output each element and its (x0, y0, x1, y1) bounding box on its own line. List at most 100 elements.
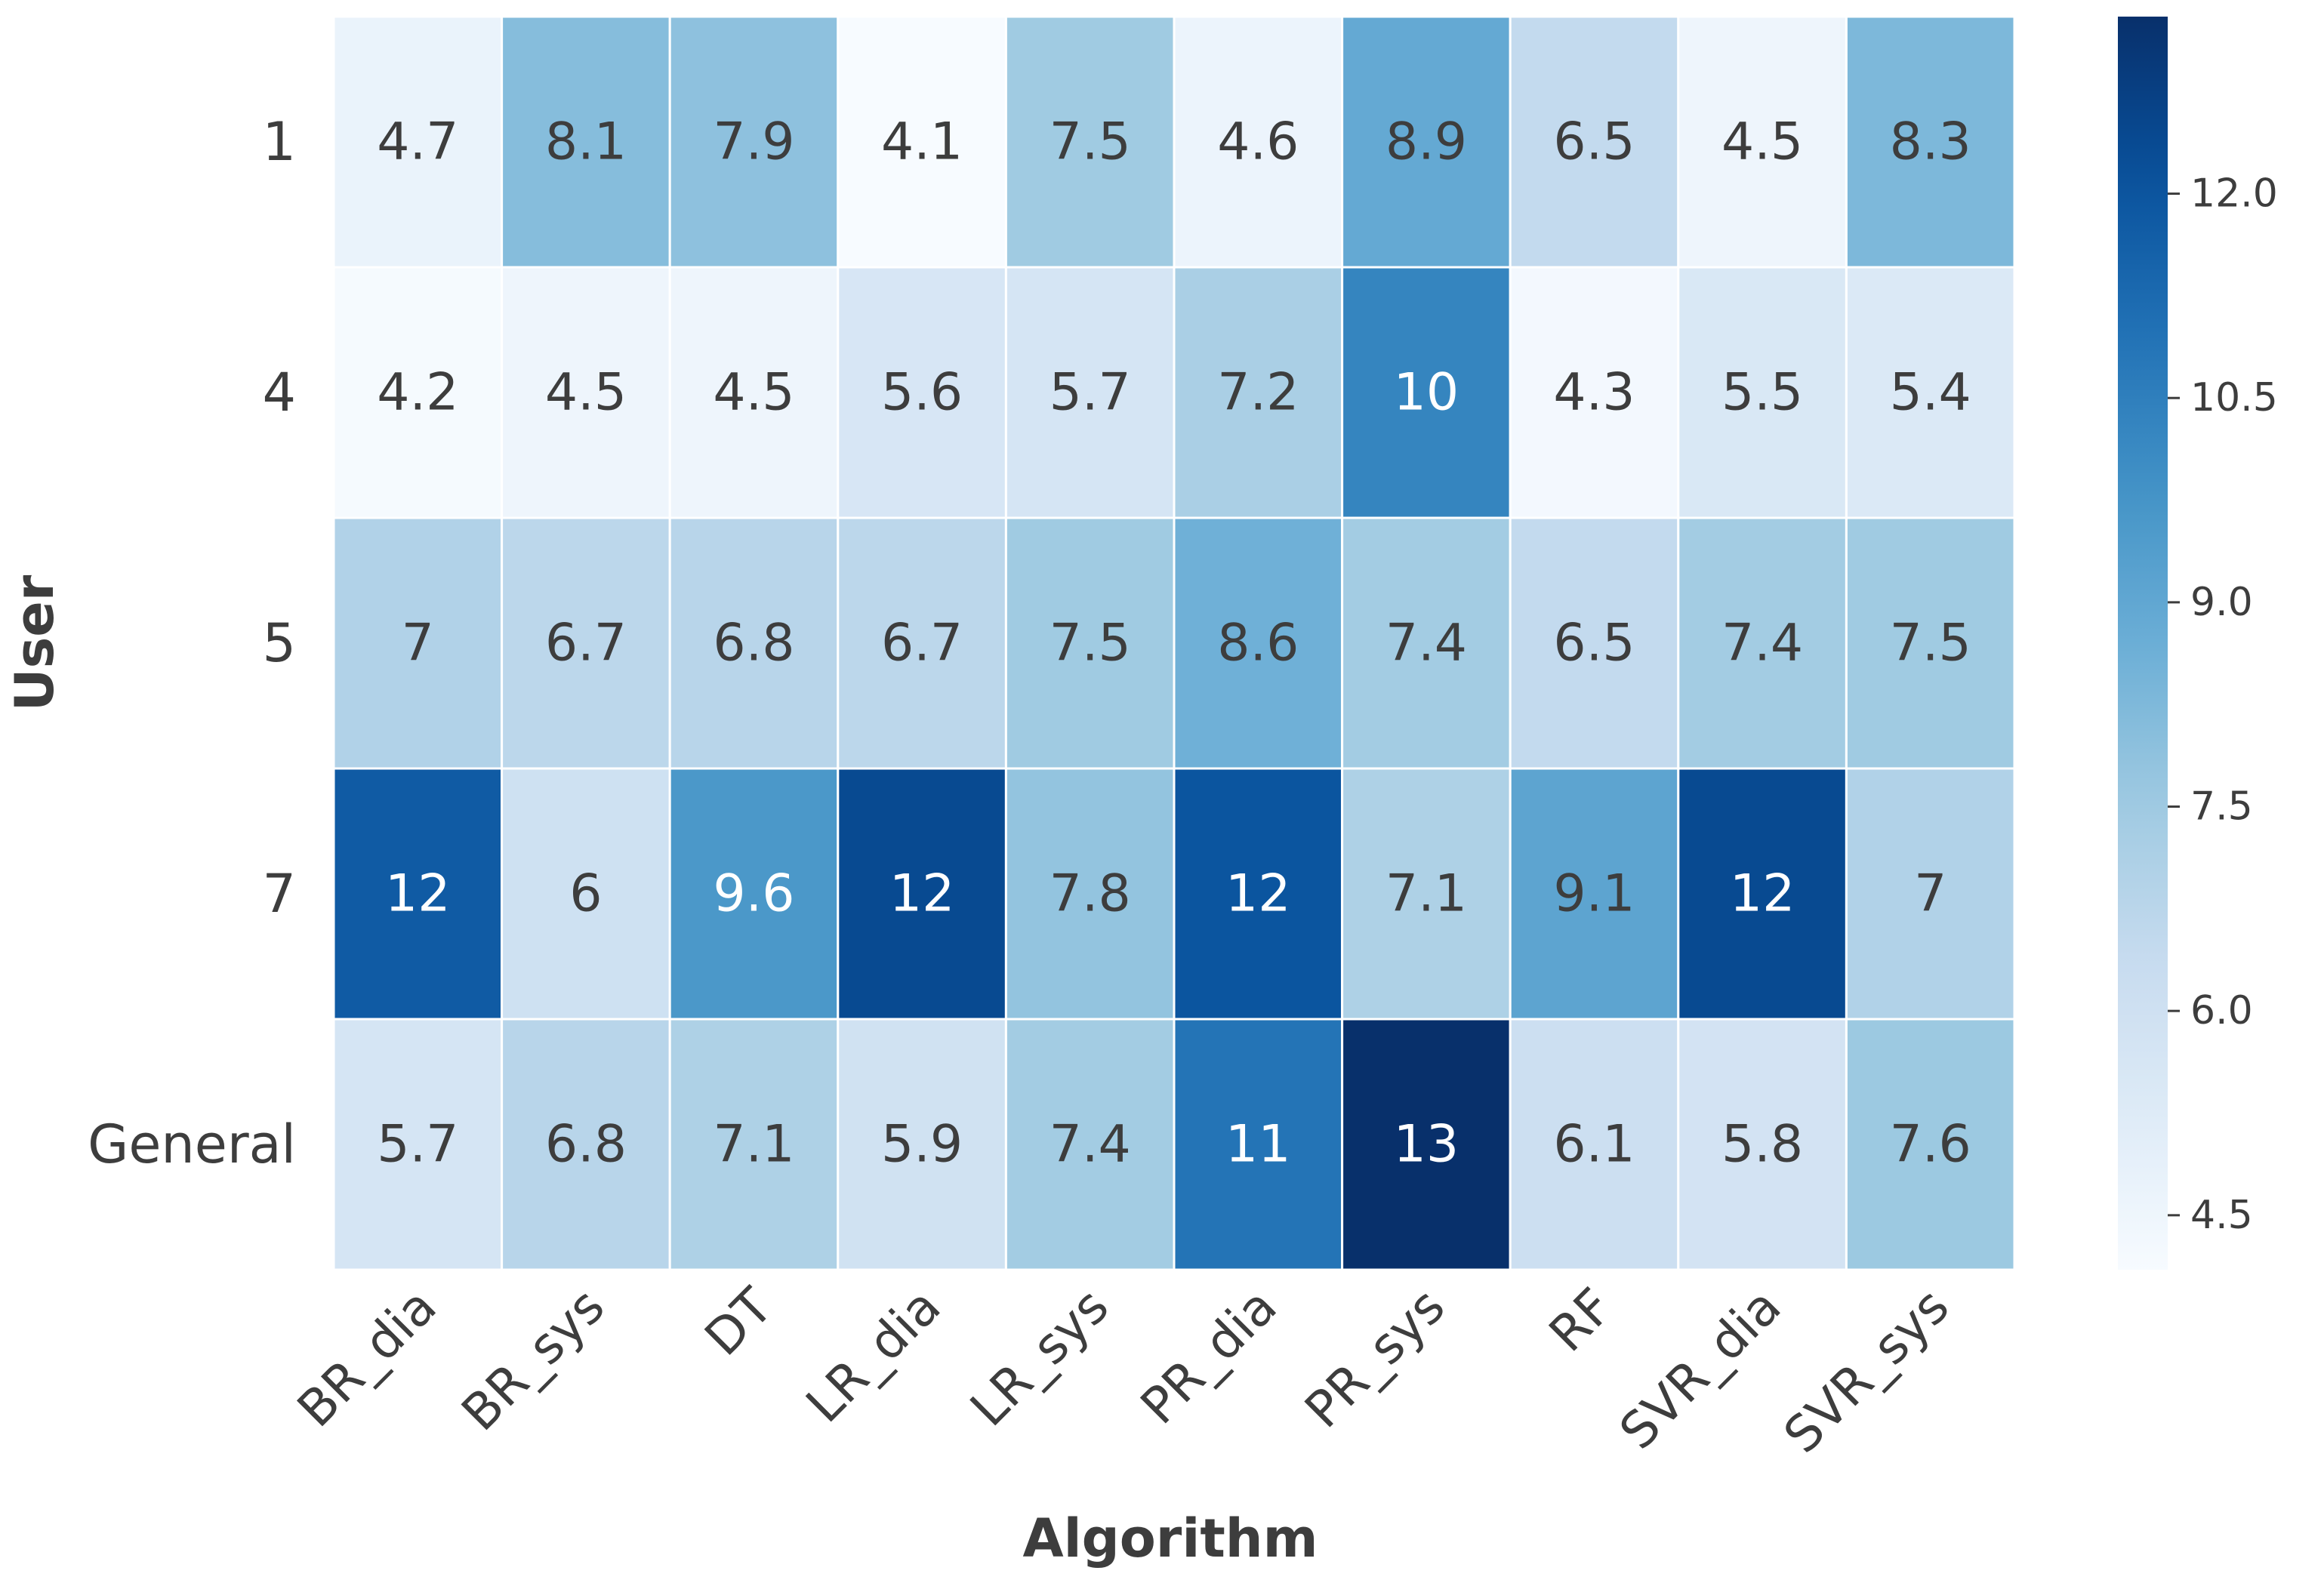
heatmap-cell (501, 266, 671, 519)
x-tick-label: PR_sys (1294, 1277, 1456, 1440)
x-tick-label: RF (1538, 1277, 1624, 1363)
cell-annotation: 4.6 (1217, 112, 1299, 172)
heatmap-cell (668, 266, 840, 519)
y-tick-label: General (88, 1113, 296, 1175)
heatmap-cell (1677, 1018, 1848, 1271)
cell-annotation: 7.6 (1890, 1115, 1971, 1175)
heatmap-cells: 4.7 8.1 7.9 4.1 7.5 4.6 8.9 6.5 4.5 8.3 4.2 4.5 4.5 5… (332, 15, 2016, 1271)
colorbar-tick-label: 6.0 (2190, 988, 2253, 1033)
heatmap-cell (1341, 516, 1512, 770)
cell-annotation: 12 (385, 864, 451, 924)
cell-annotation: 7.4 (1385, 614, 1467, 673)
cell-annotation: 4.3 (1553, 363, 1635, 423)
cell-annotation: 7.5 (1890, 614, 1971, 673)
cell-annotation: 10 (1394, 363, 1459, 423)
heatmap-cell (1845, 266, 2016, 519)
heatmap-cell (1341, 266, 1512, 519)
heatmap-cell (837, 266, 1007, 519)
heatmap-cell (1173, 266, 1344, 519)
cell-annotation: 6.5 (1553, 112, 1635, 172)
heatmap-cell (1509, 516, 1680, 770)
heatmap-cell (501, 1018, 671, 1271)
colorbar-tick-label: 10.5 (2190, 375, 2278, 420)
y-tick-label: 1 (262, 111, 296, 173)
cell-annotation: 11 (1225, 1115, 1291, 1175)
cell-annotation: 12 (1730, 864, 1795, 924)
cell-annotation: 12 (1225, 864, 1291, 924)
heatmap-cell (1004, 266, 1176, 519)
y-tick-label: 4 (262, 362, 296, 423)
heatmap-cell (501, 15, 671, 269)
cell-annotation: 5.6 (881, 363, 963, 423)
cell-annotation: 7.5 (1049, 112, 1131, 172)
cell-annotation: 7.1 (713, 1115, 794, 1175)
y-tick-label: 7 (262, 863, 296, 925)
heatmap-cell (1004, 767, 1176, 1021)
heatmap-cell (1845, 767, 2016, 1021)
heatmap-cell (1004, 15, 1176, 269)
cell-annotation: 8.1 (545, 112, 627, 172)
heatmap-cell (1509, 15, 1680, 269)
heatmap-cell (668, 1018, 840, 1271)
cell-annotation: 7.2 (1217, 363, 1299, 423)
cell-annotation: 6.7 (881, 614, 963, 673)
cell-annotation: 6.1 (1553, 1115, 1635, 1175)
cell-annotation: 6.5 (1553, 614, 1635, 673)
colorbar-tick-label: 12.0 (2190, 171, 2278, 217)
y-axis-title: User (4, 574, 66, 711)
colorbar-tick-label: 7.5 (2190, 784, 2253, 830)
cell-annotation: 5.7 (1049, 363, 1131, 423)
cell-annotation: 7.4 (1721, 614, 1803, 673)
cell-annotation: 9.1 (1553, 864, 1635, 924)
heatmap-cell (1845, 1018, 2016, 1271)
x-tick-label: PR_dia (1130, 1277, 1288, 1436)
x-tick-label: BR_dia (286, 1277, 447, 1438)
heatmap-cell (837, 15, 1007, 269)
colorbar-tick-label: 4.5 (2190, 1193, 2253, 1238)
cell-annotation: 7.4 (1049, 1115, 1131, 1175)
heatmap-cell (668, 516, 840, 770)
heatmap-cell (668, 15, 840, 269)
heatmap-cell (1677, 516, 1848, 770)
heatmap-cell (1173, 15, 1344, 269)
heatmap-cell (501, 516, 671, 770)
cell-annotation: 5.8 (1721, 1115, 1803, 1175)
x-tick-label: BR_sys (451, 1277, 615, 1442)
cell-annotation: 6.8 (545, 1115, 627, 1175)
heatmap-cell (1173, 1018, 1344, 1271)
cell-annotation: 4.5 (545, 363, 627, 423)
x-tick-label: SVR_dia (1608, 1277, 1792, 1461)
x-tick-label: DT (694, 1277, 784, 1366)
colorbar-tick-label: 9.0 (2190, 580, 2253, 625)
cell-annotation: 9.6 (713, 864, 794, 924)
cell-annotation: 7 (1914, 864, 1946, 924)
x-axis-title: Algorithm (1022, 1508, 1318, 1569)
heatmap-cell (1845, 15, 2016, 269)
cell-annotation: 7.5 (1049, 614, 1131, 673)
x-tick-label: LR_dia (795, 1277, 951, 1434)
cell-annotation: 4.1 (881, 112, 963, 172)
cell-annotation: 5.4 (1890, 363, 1971, 423)
cell-annotation: 6.7 (545, 614, 627, 673)
heatmap-cell (1004, 516, 1176, 770)
colorbar-ticks: 4.5 6.0 7.5 9.0 10.5 12.0 (2168, 171, 2278, 1238)
heatmap-cell (1509, 266, 1680, 519)
cell-annotation: 6 (569, 864, 602, 924)
cell-annotation: 4.5 (713, 363, 794, 423)
cell-annotation: 4.2 (377, 363, 458, 423)
cell-annotation: 5.9 (881, 1115, 963, 1175)
cell-annotation: 7.1 (1385, 864, 1467, 924)
heatmap-cell (1173, 767, 1344, 1021)
y-tick-label: 5 (262, 612, 296, 674)
cell-annotation: 5.7 (377, 1115, 458, 1175)
heatmap-cell (332, 1018, 504, 1271)
heatmap-cell (1341, 767, 1512, 1021)
heatmap-cell (1845, 516, 2016, 770)
heatmap-cell (1004, 1018, 1176, 1271)
y-tick-labels: 1 4 5 7 General (88, 111, 296, 1175)
colorbar (2118, 17, 2168, 1270)
cell-annotation: 12 (889, 864, 955, 924)
cell-annotation: 8.9 (1385, 112, 1467, 172)
heatmap-cell (1677, 767, 1848, 1021)
